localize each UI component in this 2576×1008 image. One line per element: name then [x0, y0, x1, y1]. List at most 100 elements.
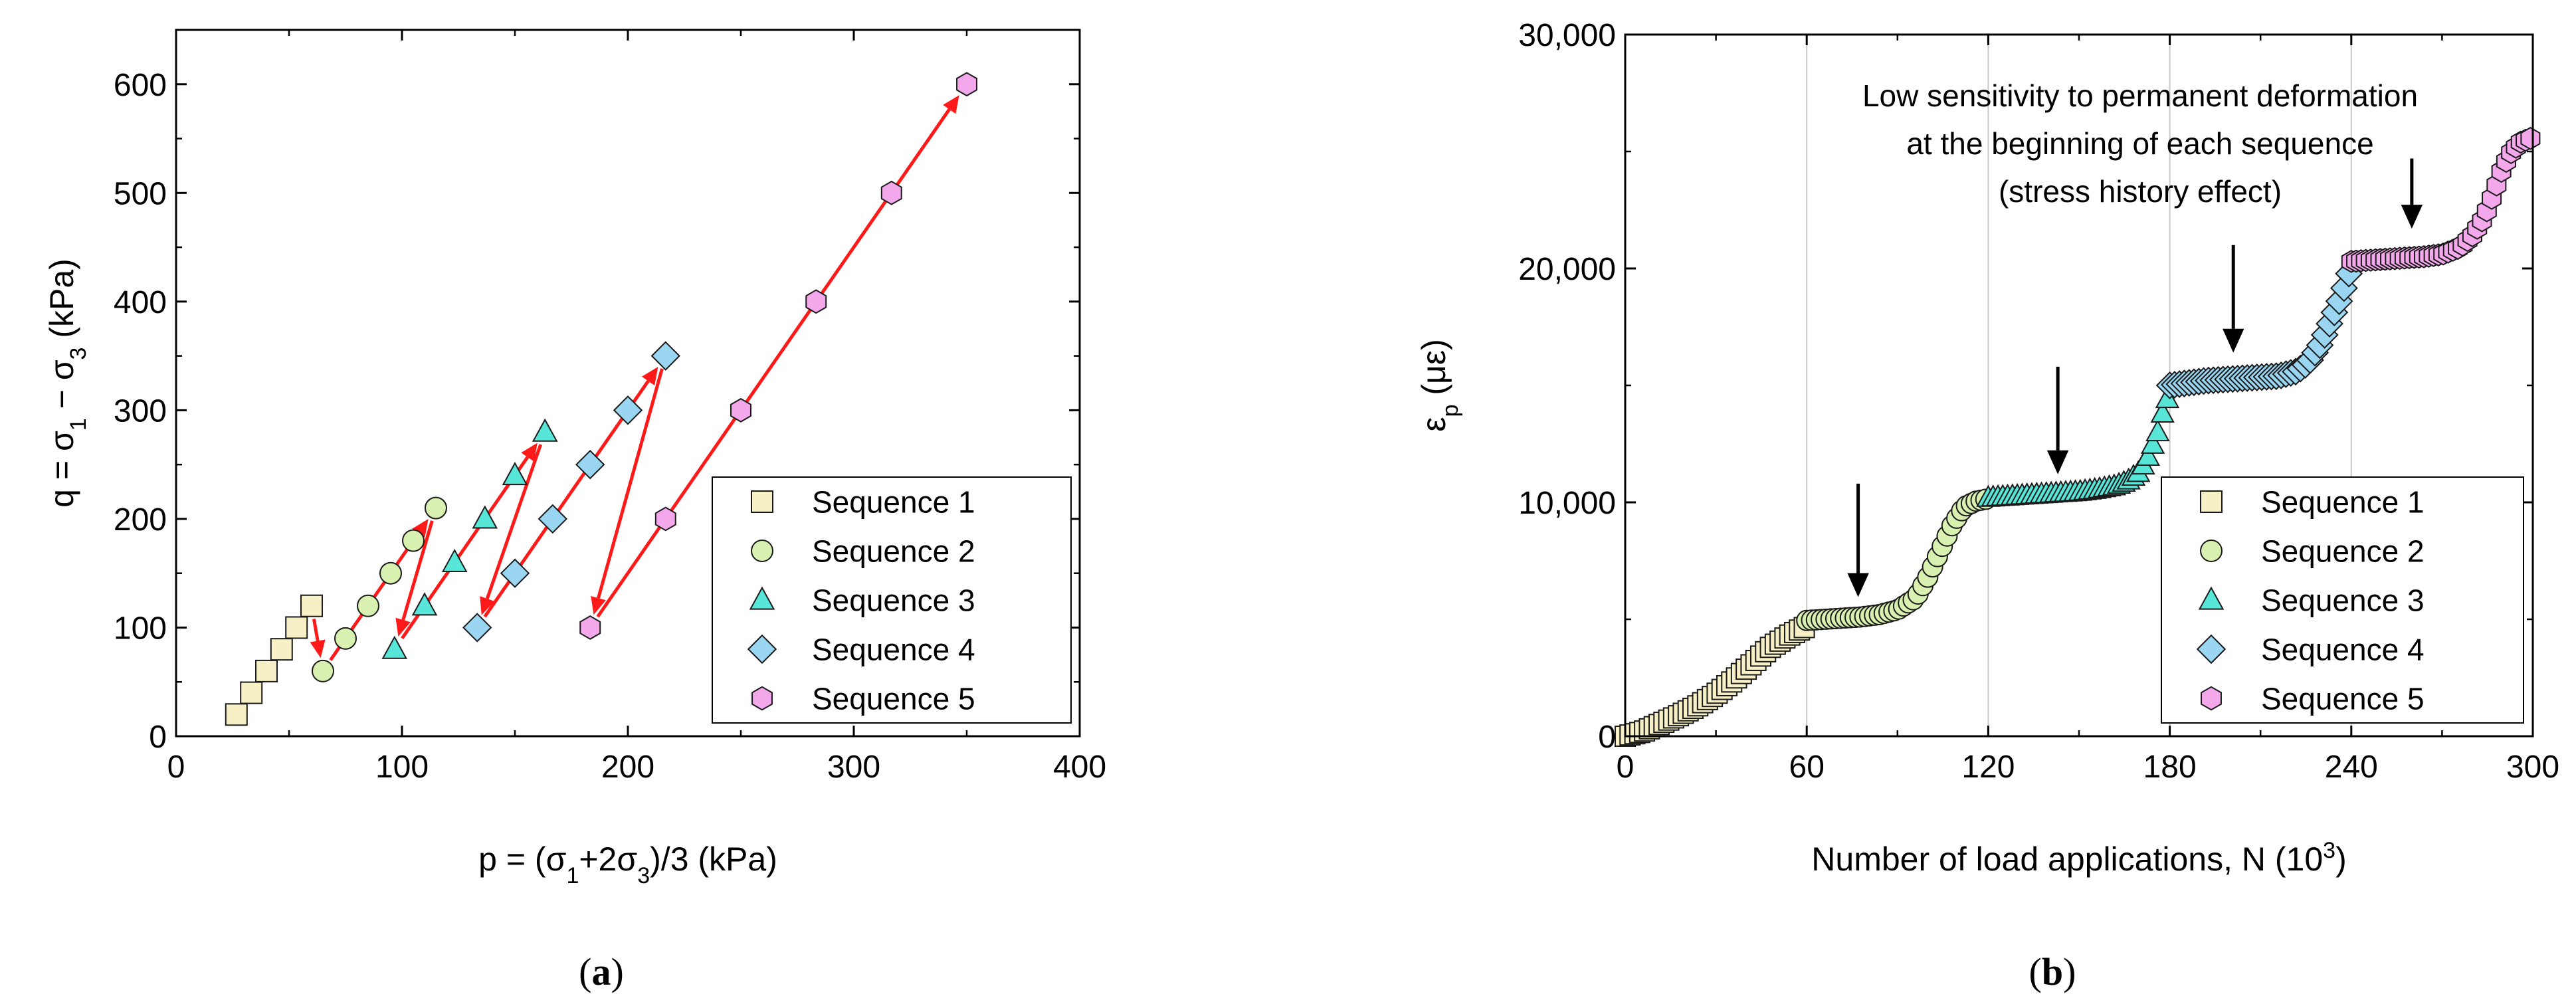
- legend-label: Sequence 4: [812, 633, 975, 667]
- stress-history-arrow-head: [2223, 328, 2244, 353]
- load-path-arrow-head: [412, 519, 429, 538]
- panel-label-b: (b): [2029, 950, 2076, 993]
- data-point-seq5: [805, 289, 827, 314]
- y-tick-label: 200: [114, 502, 167, 538]
- data-point-seq3: [2135, 443, 2161, 466]
- x-tick-label: 240: [2325, 750, 2378, 785]
- y-tick-label: 30,000: [1518, 18, 1616, 53]
- load-path-arrow-head: [480, 596, 495, 615]
- legend-label: Sequence 4: [2261, 633, 2425, 667]
- data-point-seq3: [441, 548, 468, 572]
- x-tick-label: 180: [2143, 750, 2197, 785]
- legend-label: Sequence 5: [2261, 682, 2425, 716]
- data-point-seq3: [2155, 386, 2180, 409]
- data-point-seq1: [225, 703, 248, 726]
- x-axis-label-part: p = (σ: [478, 841, 566, 878]
- x-tick-label: 300: [2506, 750, 2559, 785]
- load-path-arrow: [485, 444, 543, 599]
- panel-label-b-open: (: [2029, 950, 2042, 993]
- y-axis-label: εp (με): [1415, 339, 1463, 432]
- load-path-arrow-head: [943, 95, 959, 114]
- data-point-seq5: [654, 506, 676, 532]
- y-tick-label: 0: [149, 720, 167, 755]
- panel-label-a-close: ): [611, 950, 624, 993]
- data-point-seq3: [472, 505, 498, 529]
- x-tick-label: 400: [1053, 750, 1106, 785]
- legend: Sequence 1 Sequence 2 Sequence 3 Sequence 4…: [712, 476, 1072, 724]
- data-point-seq4: [613, 395, 643, 425]
- x-axis-label-part: 3: [2323, 838, 2335, 863]
- stress-history-arrow-head: [1847, 573, 1869, 597]
- load-path-arrow: [401, 520, 434, 621]
- data-point-seq2: [312, 659, 334, 682]
- y-tick-label: 500: [114, 176, 167, 211]
- legend-box: [2161, 476, 2524, 724]
- y-axis-label-part: ε: [1415, 417, 1452, 431]
- x-tick-label: 300: [827, 750, 880, 785]
- y-axis-label-part: (kPa): [43, 258, 80, 347]
- data-point-seq1: [285, 616, 308, 639]
- x-axis-label-part: 3: [637, 863, 650, 888]
- y-axis-label-part: − σ: [43, 359, 80, 418]
- annotation-line-3: (stress history effect): [1999, 174, 2282, 209]
- x-axis-label-part: 1: [566, 863, 579, 888]
- load-path-arrow: [597, 368, 664, 599]
- chart-b: Low sensitivity to permanent deformation…: [1415, 18, 2559, 993]
- data-point-seq5: [880, 180, 902, 205]
- panel-label-b-letter: b: [2042, 950, 2063, 993]
- y-tick-label: 400: [114, 285, 167, 320]
- legend-marker: [747, 634, 777, 664]
- y-axis-label-part: q = σ: [43, 431, 80, 508]
- y-tick-label: 100: [114, 611, 167, 646]
- y-tick-label: 20,000: [1518, 252, 1616, 287]
- x-axis-label-part: )/3 (kPa): [650, 841, 777, 878]
- annotation-line-1: Low sensitivity to permanent deformation: [1862, 78, 2418, 113]
- x-axis-label: Number of load applications, N (103): [1811, 838, 2346, 878]
- panel-label-a: (a): [579, 950, 624, 993]
- y-tick-label: 0: [1598, 720, 1616, 755]
- legend-label: Sequence 2: [2261, 534, 2425, 569]
- data-point-seq3: [2150, 400, 2175, 423]
- data-point-seq4: [462, 613, 492, 643]
- legend-label: Sequence 2: [812, 534, 975, 569]
- legend-marker: [2201, 686, 2222, 711]
- data-point-seq2: [334, 627, 357, 650]
- data-point-seq4: [650, 341, 680, 371]
- load-path-arrow-head: [591, 596, 606, 615]
- data-point-seq2: [357, 594, 379, 617]
- plot-frame: [1624, 33, 2534, 738]
- data-point-seq3: [502, 462, 528, 486]
- legend-label: Sequence 1: [812, 485, 975, 520]
- data-point-seq4: [500, 558, 530, 588]
- legend-marker: [2196, 634, 2227, 664]
- y-axis-label-part: p: [1438, 405, 1463, 417]
- data-point-seq1: [300, 594, 323, 617]
- legend-label: Sequence 5: [812, 682, 975, 716]
- x-tick-label: 0: [167, 750, 185, 785]
- x-axis-label-part: Number of load applications, N (10: [1811, 841, 2323, 878]
- x-axis-label: p = (σ1+2σ3)/3 (kPa): [478, 841, 777, 888]
- legend-marker: [2198, 586, 2225, 610]
- legend-marker: [749, 586, 775, 610]
- panel-label-a-letter: a: [592, 950, 611, 993]
- data-point-seq3: [2140, 431, 2165, 454]
- data-point-seq5: [956, 72, 977, 97]
- legend-marker: [751, 490, 773, 513]
- y-axis-label-part: (με): [1415, 339, 1452, 404]
- legend-marker: [2200, 540, 2223, 562]
- legend-label: Sequence 3: [2261, 583, 2425, 618]
- y-tick-label: 300: [114, 393, 167, 429]
- x-tick-label: 200: [601, 750, 654, 785]
- x-tick-label: 0: [1617, 750, 1635, 785]
- y-tick-label: 600: [114, 68, 167, 103]
- legend-marker: [2200, 490, 2223, 513]
- load-path-arrow: [312, 619, 320, 641]
- legend-label: Sequence 1: [2261, 485, 2425, 520]
- x-tick-label: 60: [1789, 750, 1825, 785]
- panel-label-a-open: (: [579, 950, 591, 993]
- x-axis-label-part: ): [2335, 841, 2347, 878]
- y-axis-label-part: 1: [66, 418, 91, 431]
- data-point-seq3: [411, 592, 438, 616]
- y-axis-label-part: 3: [66, 348, 91, 360]
